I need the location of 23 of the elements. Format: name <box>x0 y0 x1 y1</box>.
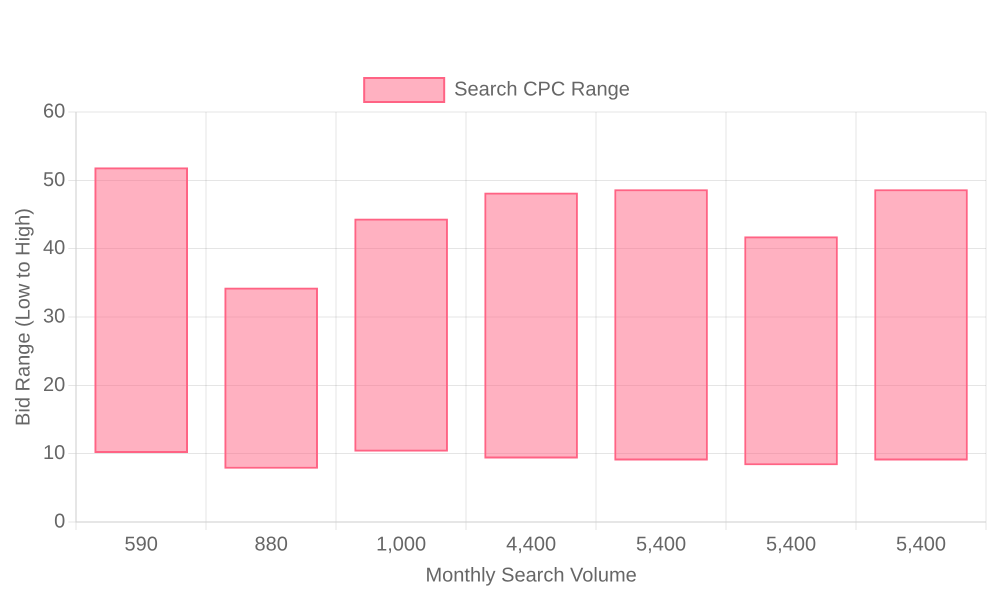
x-tick-label: 5,400 <box>766 534 816 556</box>
y-tick-label: 50 <box>42 168 66 191</box>
x-tick-label: 5,400 <box>636 534 686 556</box>
x-tick-label: 590 <box>124 534 158 556</box>
y-tick-label: 60 <box>42 100 66 123</box>
y-tick-label: 40 <box>42 237 66 260</box>
bar <box>614 189 708 460</box>
x-tick-label: 880 <box>254 534 288 556</box>
bar <box>224 288 318 469</box>
bar <box>94 167 188 453</box>
y-axis-title: Bid Range (Low to High) <box>12 208 35 426</box>
bar <box>484 192 578 458</box>
y-tick-label: 20 <box>42 374 66 396</box>
y-tick-label: 10 <box>42 442 66 464</box>
y-tick-label: 0 <box>54 510 66 533</box>
bar <box>744 236 838 466</box>
bar <box>354 218 448 452</box>
x-tick-label: 1,000 <box>376 534 426 556</box>
x-tick-label: 5,400 <box>896 534 946 556</box>
x-axis-title: Monthly Search Volume <box>426 564 637 587</box>
y-tick-label: 30 <box>42 306 66 328</box>
x-tick-label: 4,400 <box>506 534 556 556</box>
legend-label: Search CPC Range <box>454 78 630 101</box>
